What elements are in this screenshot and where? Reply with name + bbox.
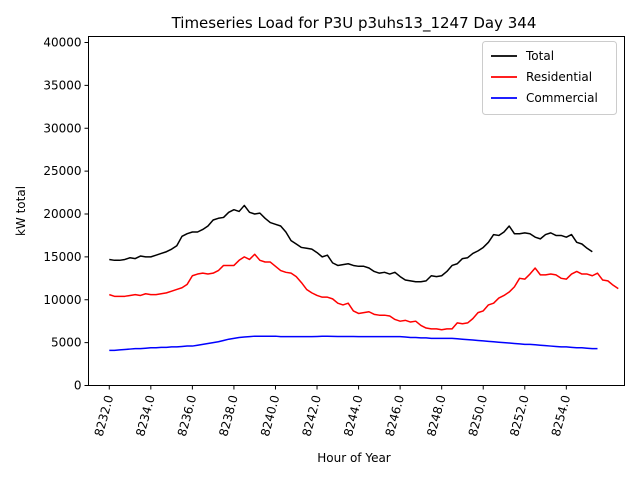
x-tick-label: 8248.0 xyxy=(424,394,448,438)
x-tick-label: 8244.0 xyxy=(341,394,365,438)
series-line-commercial xyxy=(109,335,598,352)
x-tick-label: 8246.0 xyxy=(383,394,407,438)
y-tick-label: 5000 xyxy=(51,336,82,350)
y-tick-label: 35000 xyxy=(43,78,81,92)
x-tick-label: 8250.0 xyxy=(466,394,490,438)
x-tick-label: 8232.0 xyxy=(92,394,116,438)
series-lines xyxy=(109,204,619,352)
legend-entry-residential: Residential xyxy=(526,70,592,84)
y-tick-label: 20000 xyxy=(43,207,81,221)
y-tick-label: 15000 xyxy=(43,250,81,264)
x-tick-label: 8240.0 xyxy=(258,394,282,438)
plot-area: 8232.0 8234.0 8236.0 8238.0 8240.0 8242.0 8244… xyxy=(43,36,625,438)
x-tick-label: 8242.0 xyxy=(300,394,324,438)
legend-box xyxy=(482,41,617,115)
x-tick-label: 8238.0 xyxy=(216,394,240,438)
legend: Total Residential Commercial xyxy=(482,41,617,115)
plot-frame xyxy=(88,36,625,386)
x-tick-label: 8236.0 xyxy=(175,394,199,438)
x-axis-label: Hour of Year xyxy=(317,451,391,465)
legend-entry-commercial: Commercial xyxy=(526,91,598,105)
y-axis-ticks: 0 5000 10000 15000 20000 25000 30000 35000 40000 xyxy=(43,36,89,393)
y-tick-label: 10000 xyxy=(43,293,81,307)
y-tick-label: 0 xyxy=(74,379,82,393)
y-tick-label: 25000 xyxy=(43,164,81,178)
legend-entry-total: Total xyxy=(525,49,554,63)
x-tick-label: 8234.0 xyxy=(133,394,157,438)
x-tick-label: 8254.0 xyxy=(549,394,573,438)
y-tick-label: 40000 xyxy=(43,36,81,50)
series-line-total xyxy=(109,204,593,283)
y-axis-label: kW total xyxy=(14,186,28,236)
series-line-residential xyxy=(109,253,619,331)
y-tick-label: 30000 xyxy=(43,121,81,135)
chart-title: Timeseries Load for P3U p3uhs13_1247 Day… xyxy=(171,14,537,33)
x-tick-label: 8252.0 xyxy=(507,394,531,438)
x-axis-ticks: 8232.0 8234.0 8236.0 8238.0 8240.0 8242.0 8244… xyxy=(92,385,573,438)
